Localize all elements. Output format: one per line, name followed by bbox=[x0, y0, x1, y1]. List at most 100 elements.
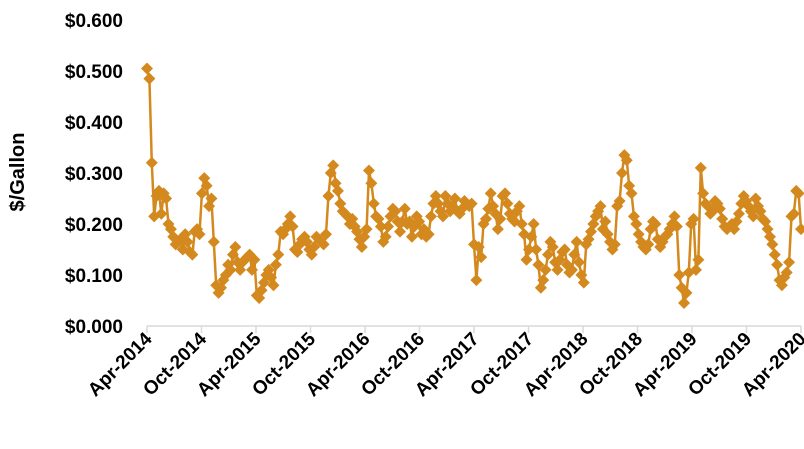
x-axis-ticks: Apr-2014Oct-2014Apr-2015Oct-2015Apr-2016… bbox=[84, 326, 804, 401]
data-point-marker bbox=[322, 189, 335, 202]
data-point-marker bbox=[362, 164, 375, 177]
data-point-marker bbox=[195, 187, 208, 200]
data-point-marker bbox=[143, 72, 156, 85]
data-point-marker bbox=[594, 200, 607, 213]
data-point-marker bbox=[697, 187, 710, 200]
data-point-marker bbox=[448, 192, 461, 205]
data-point-marker bbox=[532, 258, 545, 271]
data-point-marker bbox=[308, 240, 321, 253]
data-point-marker bbox=[713, 202, 726, 215]
data-point-marker bbox=[398, 202, 411, 215]
data-point-marker bbox=[394, 225, 407, 238]
data-point-marker bbox=[422, 228, 435, 241]
data-point-marker bbox=[379, 230, 392, 243]
data-point-marker bbox=[694, 161, 707, 174]
data-point-marker bbox=[425, 210, 438, 223]
data-point-marker bbox=[539, 263, 552, 276]
data-point-marker bbox=[573, 256, 586, 269]
data-point-marker bbox=[620, 154, 633, 167]
data-point-marker bbox=[501, 197, 514, 210]
data-point-marker bbox=[668, 210, 681, 223]
data-point-marker bbox=[494, 212, 507, 225]
data-point-marker bbox=[286, 220, 299, 233]
data-point-marker bbox=[436, 210, 449, 223]
data-point-marker bbox=[546, 240, 559, 253]
data-point-marker bbox=[678, 297, 691, 310]
data-point-marker bbox=[630, 218, 643, 230]
data-point-marker bbox=[525, 230, 538, 243]
data-point-marker bbox=[766, 238, 779, 251]
data-point-marker bbox=[317, 238, 330, 251]
data-point-marker bbox=[193, 228, 206, 241]
data-point-marker bbox=[570, 235, 583, 248]
data-point-marker bbox=[732, 207, 745, 220]
data-point-marker bbox=[491, 223, 504, 236]
data-point-marker bbox=[515, 218, 528, 230]
data-point-marker bbox=[771, 258, 784, 271]
data-point-marker bbox=[365, 177, 378, 190]
data-point-marker bbox=[205, 192, 218, 205]
data-point-marker bbox=[673, 269, 686, 281]
y-axis-ticks: $0.000 $0.100 $0.200 $0.300 $0.400 $0.500 $0.6… bbox=[65, 11, 123, 338]
data-point-marker bbox=[615, 167, 628, 179]
data-point-marker bbox=[530, 243, 543, 256]
data-point-marker bbox=[465, 197, 478, 210]
y-axis-title: $/Gallon bbox=[7, 133, 29, 212]
y-tick-label: $0.000 bbox=[65, 317, 123, 338]
data-point-marker bbox=[224, 263, 237, 276]
data-point-marker bbox=[272, 248, 285, 261]
data-point-marker bbox=[787, 207, 800, 220]
data-point-marker bbox=[320, 228, 333, 241]
data-point-marker bbox=[551, 263, 564, 276]
data-point-marker bbox=[527, 218, 540, 230]
data-point-marker bbox=[155, 207, 168, 220]
data-point-marker bbox=[145, 156, 158, 169]
data-point-marker bbox=[577, 276, 590, 289]
data-point-marker bbox=[267, 279, 280, 292]
y-tick-label: $0.400 bbox=[65, 113, 123, 134]
data-point-marker bbox=[331, 184, 344, 197]
series-line bbox=[145, 68, 803, 305]
data-point-marker bbox=[568, 248, 581, 261]
data-point-marker bbox=[229, 240, 242, 253]
data-point-marker bbox=[780, 266, 793, 279]
data-point-marker bbox=[269, 258, 282, 271]
data-point-marker bbox=[792, 187, 804, 200]
data-point-marker bbox=[207, 235, 220, 248]
data-point-marker bbox=[248, 253, 261, 266]
data-point-marker bbox=[537, 274, 550, 287]
data-point-marker bbox=[565, 263, 578, 276]
data-point-marker bbox=[608, 238, 621, 251]
data-point-marker bbox=[405, 230, 418, 243]
data-point-marker bbox=[613, 195, 626, 208]
y-tick-label: $0.100 bbox=[65, 266, 123, 287]
data-point-marker bbox=[200, 179, 213, 192]
data-point-marker bbox=[367, 197, 380, 210]
data-point-marker bbox=[768, 248, 781, 261]
data-point-marker bbox=[692, 253, 705, 266]
data-point-marker bbox=[541, 248, 554, 261]
data-point-marker bbox=[599, 215, 612, 228]
data-point-marker bbox=[472, 240, 485, 253]
data-point-marker bbox=[160, 192, 173, 205]
data-point-marker bbox=[470, 274, 483, 287]
data-point-marker bbox=[479, 212, 492, 225]
data-point-marker bbox=[783, 256, 796, 269]
data-point-marker bbox=[186, 248, 199, 261]
data-point-marker bbox=[284, 210, 297, 223]
data-point-marker bbox=[625, 187, 638, 200]
data-point-marker bbox=[355, 240, 368, 253]
data-point-marker bbox=[327, 159, 340, 172]
data-point-marker bbox=[374, 220, 387, 233]
data-point-marker bbox=[558, 243, 571, 256]
data-point-marker bbox=[389, 205, 402, 218]
data-point-marker bbox=[475, 251, 488, 264]
y-tick-label: $0.200 bbox=[65, 215, 123, 236]
data-point-marker bbox=[687, 212, 700, 225]
y-tick-label: $0.600 bbox=[65, 11, 123, 32]
data-point-marker bbox=[747, 210, 760, 223]
series-markers bbox=[141, 62, 804, 310]
data-point-marker bbox=[520, 253, 533, 266]
y-tick-label: $0.300 bbox=[65, 164, 123, 185]
